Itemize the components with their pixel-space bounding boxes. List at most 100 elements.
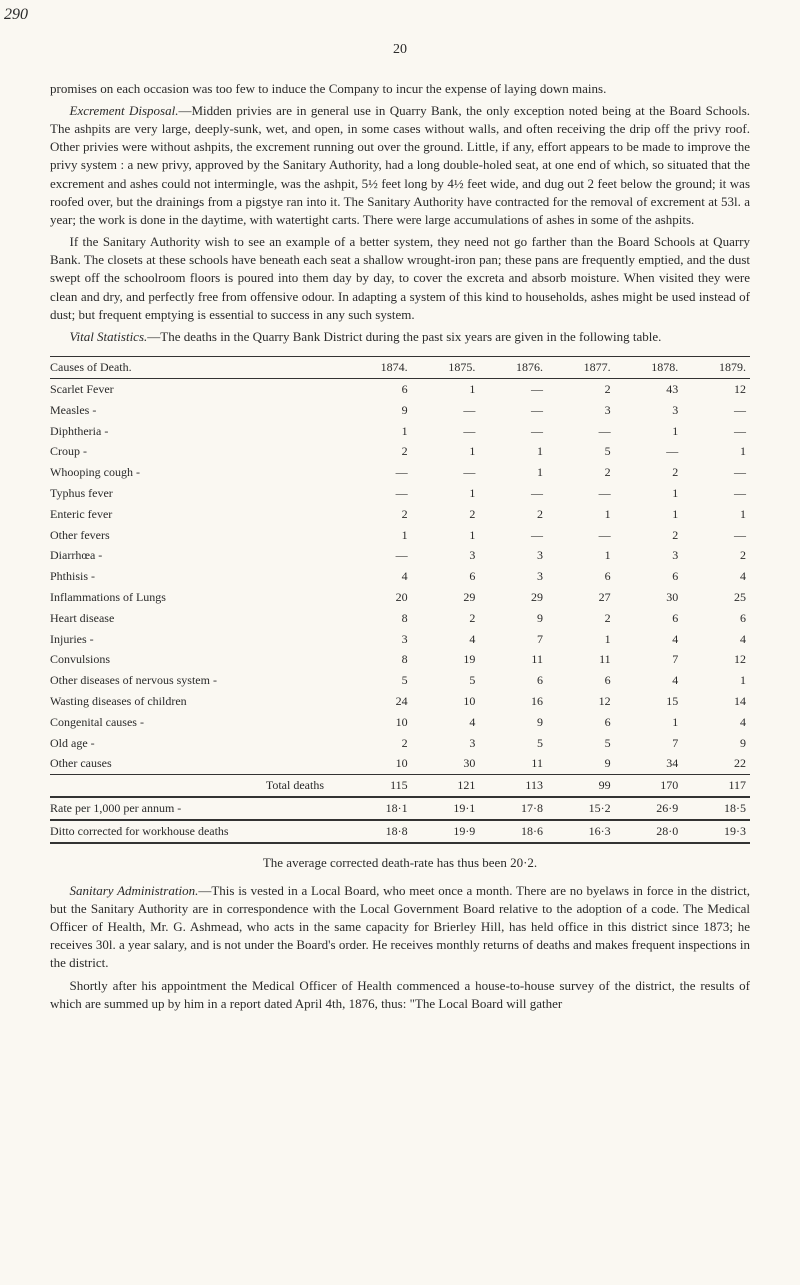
value-cell: 2 xyxy=(547,608,615,629)
cause-cell: Diarrhœa - xyxy=(50,545,344,566)
value-cell: 1 xyxy=(344,525,412,546)
cause-cell: Convulsions xyxy=(50,649,344,670)
value-cell: 1 xyxy=(615,504,683,525)
total-label: Total deaths xyxy=(50,775,344,797)
value-cell: 5 xyxy=(547,441,615,462)
value-cell: 9 xyxy=(682,733,750,754)
value-cell: — xyxy=(479,421,547,442)
value-cell: 9 xyxy=(547,753,615,774)
rate-cell: 18·1 xyxy=(344,797,412,820)
value-cell: 2 xyxy=(615,525,683,546)
value-cell: 11 xyxy=(547,649,615,670)
table-row: Measles -9——33— xyxy=(50,400,750,421)
table-row: Other causes10301193422 xyxy=(50,753,750,774)
paragraph-4: Vital Statistics.—The deaths in the Quar… xyxy=(50,328,750,346)
value-cell: — xyxy=(344,462,412,483)
value-cell: 1 xyxy=(412,525,480,546)
para2-body: —Midden privies are in general use in Qu… xyxy=(50,103,750,227)
value-cell: 2 xyxy=(547,379,615,400)
value-cell: 10 xyxy=(344,712,412,733)
value-cell: — xyxy=(479,400,547,421)
value-cell: 6 xyxy=(547,712,615,733)
value-cell: 3 xyxy=(344,629,412,650)
value-cell: 34 xyxy=(615,753,683,774)
value-cell: 3 xyxy=(412,733,480,754)
value-cell: 5 xyxy=(344,670,412,691)
value-cell: 22 xyxy=(682,753,750,774)
value-cell: 6 xyxy=(547,566,615,587)
paragraph-2: Excrement Disposal.—Midden privies are i… xyxy=(50,102,750,229)
paragraph-5: Sanitary Administration.—This is vested … xyxy=(50,882,750,973)
value-cell: — xyxy=(479,379,547,400)
value-cell: 6 xyxy=(682,608,750,629)
value-cell: 1 xyxy=(479,441,547,462)
value-cell: 1 xyxy=(682,670,750,691)
value-cell: 3 xyxy=(479,566,547,587)
value-cell: 29 xyxy=(479,587,547,608)
value-cell: 7 xyxy=(479,629,547,650)
value-cell: 2 xyxy=(412,608,480,629)
cause-cell: Injuries - xyxy=(50,629,344,650)
table-row: Convulsions8191111712 xyxy=(50,649,750,670)
table-row: Heart disease829266 xyxy=(50,608,750,629)
value-cell: 1 xyxy=(547,504,615,525)
value-cell: 15 xyxy=(615,691,683,712)
value-cell: 10 xyxy=(344,753,412,774)
value-cell: — xyxy=(682,421,750,442)
ditto-cell: 19·3 xyxy=(682,820,750,843)
value-cell: 6 xyxy=(615,566,683,587)
cause-cell: Other diseases of nervous system - xyxy=(50,670,344,691)
table-row: Diphtheria -1———1— xyxy=(50,421,750,442)
cause-cell: Whooping cough - xyxy=(50,462,344,483)
cause-cell: Other fevers xyxy=(50,525,344,546)
value-cell: 30 xyxy=(615,587,683,608)
total-cell: 99 xyxy=(547,775,615,797)
table-row: Other fevers11——2— xyxy=(50,525,750,546)
table-row: Phthisis -463664 xyxy=(50,566,750,587)
table-row: Inflammations of Lungs202929273025 xyxy=(50,587,750,608)
value-cell: 24 xyxy=(344,691,412,712)
table-row: Congenital causes -1049614 xyxy=(50,712,750,733)
header-year: 1876. xyxy=(479,357,547,379)
table-body: Scarlet Fever61—24312Measles -9——33—Diph… xyxy=(50,379,750,775)
ditto-cell: 18·8 xyxy=(344,820,412,843)
value-cell: 8 xyxy=(344,608,412,629)
value-cell: 1 xyxy=(682,441,750,462)
value-cell: — xyxy=(547,421,615,442)
value-cell: 25 xyxy=(682,587,750,608)
table-row: Scarlet Fever61—24312 xyxy=(50,379,750,400)
para2-lead: Excrement Disposal. xyxy=(70,103,179,118)
rate-cell: 18·5 xyxy=(682,797,750,820)
value-cell: 12 xyxy=(547,691,615,712)
total-cell: 170 xyxy=(615,775,683,797)
value-cell: 4 xyxy=(412,712,480,733)
value-cell: 4 xyxy=(344,566,412,587)
value-cell: 1 xyxy=(412,483,480,504)
cause-cell: Scarlet Fever xyxy=(50,379,344,400)
cause-cell: Old age - xyxy=(50,733,344,754)
table-row: Enteric fever222111 xyxy=(50,504,750,525)
value-cell: — xyxy=(682,483,750,504)
value-cell: 11 xyxy=(479,753,547,774)
value-cell: 4 xyxy=(412,629,480,650)
rate-cell: 19·1 xyxy=(412,797,480,820)
value-cell: 3 xyxy=(547,400,615,421)
value-cell: 5 xyxy=(412,670,480,691)
value-cell: — xyxy=(682,525,750,546)
value-cell: 1 xyxy=(344,421,412,442)
value-cell: 4 xyxy=(682,566,750,587)
cause-cell: Croup - xyxy=(50,441,344,462)
vital-statistics-table: Causes of Death. 1874. 1875. 1876. 1877.… xyxy=(50,356,750,843)
total-cell: 113 xyxy=(479,775,547,797)
paragraph-3: If the Sanitary Authority wish to see an… xyxy=(50,233,750,324)
value-cell: — xyxy=(547,483,615,504)
value-cell: 6 xyxy=(412,566,480,587)
cause-cell: Heart disease xyxy=(50,608,344,629)
table-row: Wasting diseases of children241016121514 xyxy=(50,691,750,712)
value-cell: 30 xyxy=(412,753,480,774)
value-cell: 29 xyxy=(412,587,480,608)
cause-cell: Measles - xyxy=(50,400,344,421)
cause-cell: Congenital causes - xyxy=(50,712,344,733)
total-cell: 117 xyxy=(682,775,750,797)
value-cell: 1 xyxy=(547,545,615,566)
